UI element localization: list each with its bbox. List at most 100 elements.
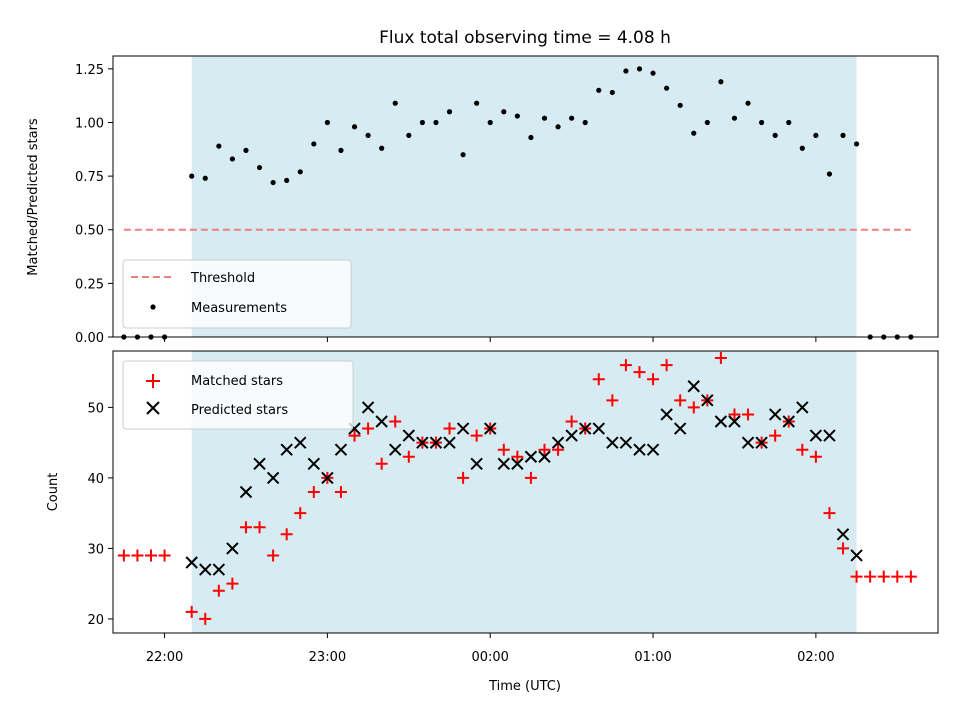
predicted-star-point <box>334 443 348 456</box>
top-y-tick-label: 1.25 <box>75 63 104 78</box>
matched-star-point <box>714 352 727 365</box>
matched-star-point <box>280 528 293 541</box>
legend-threshold-label: Threshold <box>190 271 255 286</box>
matched-star-point <box>864 570 877 583</box>
matched-star-point <box>728 408 741 421</box>
measurement-point <box>772 132 778 138</box>
predicted-star-point <box>701 394 714 407</box>
measurement-point <box>270 179 276 186</box>
predicted-star-point <box>606 436 619 449</box>
matched-star-point <box>239 521 252 534</box>
bottom-x-tick-label: 23:00 <box>309 650 346 665</box>
measurement-point <box>636 66 643 72</box>
bottom-x-tick-label: 00:00 <box>471 650 508 665</box>
measurement-point <box>759 119 765 126</box>
top-y-axis: 0.00 0.25 0.50 0.75 1.00 1.25 <box>75 63 113 346</box>
predicted-star-point <box>456 422 470 435</box>
top-data-marks <box>121 66 914 340</box>
matched-star-point <box>823 507 836 520</box>
predicted-star-point <box>199 563 212 576</box>
top-y-tick-label: 0.00 <box>75 331 104 346</box>
measurement-point <box>311 141 317 147</box>
predicted-star-point <box>294 436 307 449</box>
predicted-star-point <box>511 457 524 471</box>
measurement-point <box>392 100 398 106</box>
measurement-point <box>799 145 805 151</box>
predicted-star-point <box>551 436 565 449</box>
measurement-point <box>406 132 412 138</box>
top-y-tick-label: 0.75 <box>75 170 104 185</box>
matched-star-point <box>443 422 456 435</box>
bottom-y-tick-label: 20 <box>87 613 104 628</box>
measurement-point <box>256 164 263 171</box>
matched-star-point <box>334 486 347 498</box>
predicted-star-point <box>484 422 497 435</box>
matched-star-point <box>185 605 198 618</box>
predicted-star-point <box>823 429 836 442</box>
matched-star-point <box>497 443 510 456</box>
matched-star-point <box>796 443 809 456</box>
measurement-point <box>243 147 249 153</box>
measurement-point <box>284 177 290 184</box>
measurement-point <box>297 169 303 175</box>
predicted-star-point <box>633 443 646 456</box>
measurement-point <box>487 119 493 126</box>
legend-matched-swatch <box>146 374 160 388</box>
matched-star-point <box>402 450 415 463</box>
matched-star-point <box>457 471 470 484</box>
top-legend-box <box>122 259 352 329</box>
bottom-x-axis-title: Time (UTC) <box>488 679 561 694</box>
measurement-point <box>541 115 548 121</box>
matched-star-point <box>362 422 375 435</box>
bottom-y-axis: 20 30 40 50 <box>87 401 113 628</box>
matched-star-point <box>158 549 171 562</box>
matched-star-point <box>660 359 673 372</box>
matched-star-point <box>267 549 280 562</box>
predicted-star-point <box>321 471 334 485</box>
top-legend: Threshold Measurements <box>122 259 352 329</box>
predicted-star-point <box>239 485 253 499</box>
measurement-point <box>582 119 588 126</box>
measurement-point <box>555 124 561 130</box>
legend-measurements-label: Measurements <box>191 301 287 316</box>
predicted-star-point <box>212 563 226 576</box>
matched-star-point <box>619 359 632 372</box>
predicted-star-point <box>497 457 510 471</box>
matched-star-point <box>524 471 537 484</box>
predicted-star-point <box>782 415 795 428</box>
predicted-star-point <box>660 408 673 421</box>
matched-star-point <box>606 394 619 407</box>
predicted-star-point <box>565 429 578 442</box>
predicted-star-point <box>646 443 660 456</box>
predicted-star-point <box>429 436 443 449</box>
predicted-star-point <box>253 457 266 471</box>
measurement-point <box>474 100 480 106</box>
measurement-point <box>677 102 683 108</box>
measurement-point <box>731 115 738 121</box>
measurement-point <box>691 130 697 136</box>
bottom-x-tick-label: 22:00 <box>146 650 183 665</box>
predicted-star-point <box>755 436 768 449</box>
legend-measurements-swatch <box>150 304 156 310</box>
bottom-legend-box <box>122 360 354 430</box>
top-x-ticks <box>164 337 817 342</box>
measurement-point <box>528 134 534 141</box>
measurement-point <box>351 124 358 130</box>
predicted-star-point <box>796 401 809 414</box>
measurement-point <box>216 143 222 149</box>
predicted-star-point <box>389 443 402 456</box>
measurement-point <box>460 152 466 158</box>
measurement-point <box>419 119 425 126</box>
top-y-tick-label: 1.00 <box>75 116 104 131</box>
matched-star-point <box>647 373 660 386</box>
matched-star-point <box>674 394 687 407</box>
measurement-point <box>853 141 860 147</box>
matched-star-point <box>837 542 850 555</box>
predicted-star-point <box>375 415 388 428</box>
measurement-point <box>433 119 439 126</box>
measurement-point <box>826 171 833 177</box>
measurement-point <box>609 89 615 96</box>
matched-star-point <box>294 507 307 520</box>
predicted-star-point <box>538 450 551 463</box>
bottom-data-marks <box>117 352 917 625</box>
